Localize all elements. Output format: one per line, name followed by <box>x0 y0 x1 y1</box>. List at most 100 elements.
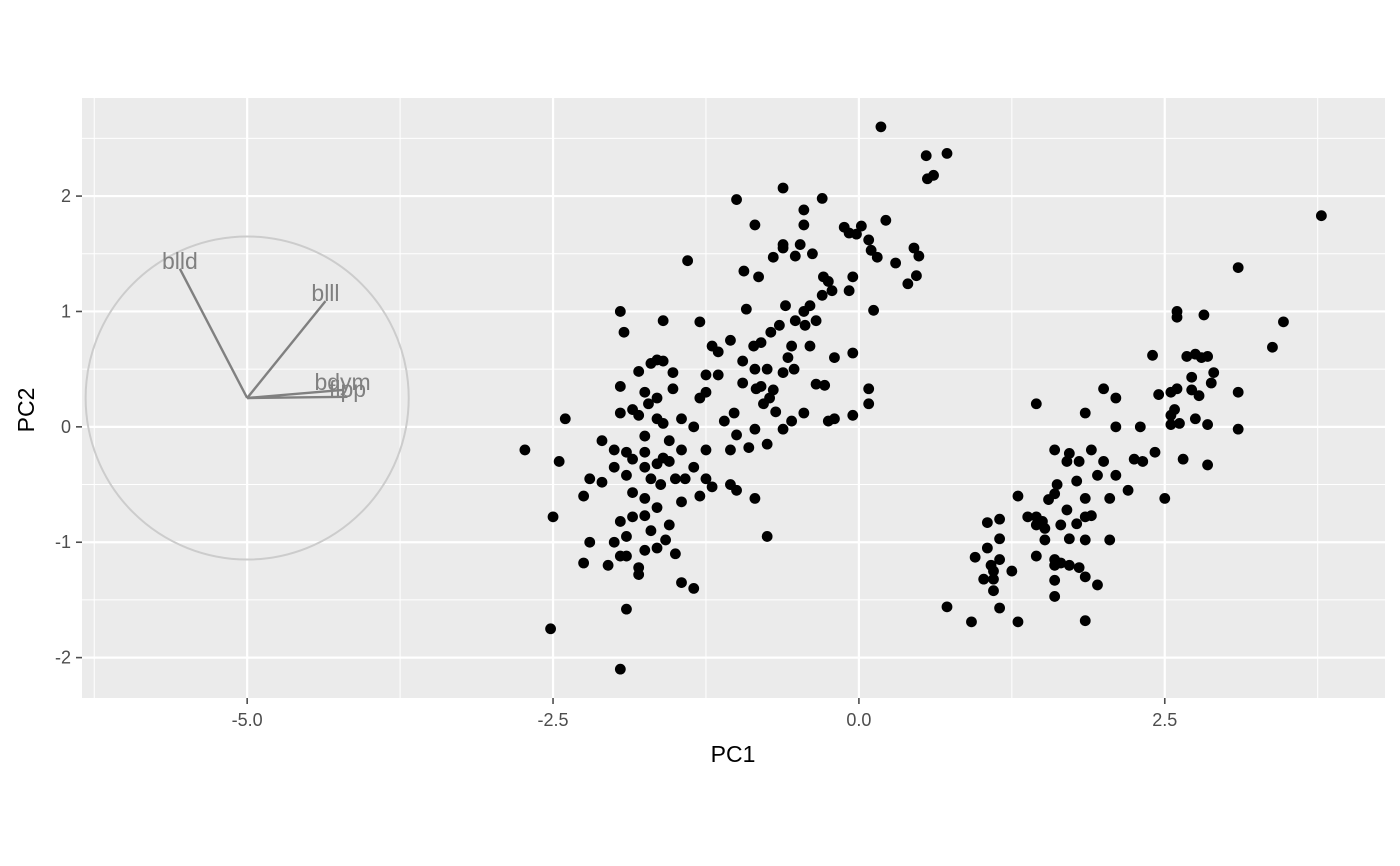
data-point <box>1134 421 1146 433</box>
data-point <box>1049 559 1061 571</box>
data-point <box>981 517 993 529</box>
data-point <box>1051 479 1063 490</box>
data-point <box>1079 407 1091 419</box>
data-point <box>667 383 679 395</box>
data-point <box>1186 371 1198 383</box>
data-point <box>761 531 773 542</box>
data-point <box>584 536 596 548</box>
data-point <box>639 430 651 442</box>
data-point <box>978 573 990 585</box>
data-point <box>789 315 801 327</box>
data-point <box>863 234 875 246</box>
data-point <box>799 319 811 331</box>
data-point <box>911 270 922 282</box>
data-point <box>738 265 750 277</box>
data-point <box>847 271 859 283</box>
data-point <box>676 413 687 425</box>
data-point <box>1030 550 1042 562</box>
x-tick-label: -5.0 <box>232 710 263 730</box>
data-point <box>553 456 565 467</box>
data-point <box>1012 490 1024 502</box>
data-point <box>1315 210 1327 222</box>
data-point <box>826 285 838 297</box>
data-point <box>749 423 761 435</box>
data-point <box>602 559 614 571</box>
data-point <box>753 271 764 283</box>
data-point <box>1202 459 1213 471</box>
data-point <box>1232 386 1244 398</box>
data-point <box>1071 518 1083 530</box>
data-point <box>807 248 818 260</box>
data-point <box>1071 475 1083 487</box>
data-point <box>761 363 773 375</box>
data-point <box>694 490 706 502</box>
data-point <box>1110 392 1122 404</box>
data-point <box>789 250 801 262</box>
data-point <box>694 316 706 328</box>
data-point <box>988 585 999 597</box>
data-point <box>1189 413 1201 425</box>
data-point <box>1098 383 1110 395</box>
data-point <box>731 194 742 205</box>
loading-vector-flpp <box>247 395 348 400</box>
data-point <box>596 476 608 488</box>
data-point <box>908 242 920 254</box>
data-point <box>875 121 887 133</box>
data-point <box>700 473 712 485</box>
data-point <box>614 663 626 675</box>
data-point <box>545 623 556 635</box>
data-point <box>737 355 749 367</box>
data-point <box>1165 419 1177 430</box>
data-point <box>663 456 675 467</box>
data-point <box>578 490 590 502</box>
data-point <box>657 417 669 429</box>
data-point <box>1049 591 1061 602</box>
data-point <box>843 285 855 297</box>
data-point <box>614 381 626 392</box>
data-point <box>657 355 669 367</box>
data-point <box>988 573 999 585</box>
data-point <box>1079 571 1091 583</box>
data-point <box>749 492 761 504</box>
data-point <box>847 409 859 421</box>
data-point <box>614 306 626 317</box>
data-point <box>1174 417 1185 429</box>
data-point <box>737 377 749 389</box>
data-point <box>1079 534 1091 546</box>
data-point <box>890 257 902 269</box>
data-point <box>1063 559 1075 571</box>
data-point <box>871 251 883 263</box>
data-point <box>1205 377 1217 389</box>
data-point <box>657 315 669 327</box>
data-point <box>829 352 840 364</box>
data-point <box>731 484 742 496</box>
data-point <box>1186 384 1198 396</box>
data-point <box>1039 522 1051 534</box>
data-point <box>913 250 925 262</box>
data-point <box>655 479 667 490</box>
data-point <box>798 219 810 231</box>
data-point <box>1149 446 1161 458</box>
y-tick-label: -2 <box>55 648 71 668</box>
data-point <box>1030 398 1042 410</box>
data-point <box>804 340 816 352</box>
data-point <box>740 303 752 315</box>
data-point <box>743 442 755 454</box>
data-point <box>700 444 712 456</box>
data-point <box>1063 533 1075 545</box>
data-point <box>770 406 782 418</box>
data-point <box>767 251 779 263</box>
data-point <box>777 242 789 254</box>
data-point <box>643 398 654 410</box>
data-point <box>700 369 712 381</box>
data-point <box>627 404 638 415</box>
data-point <box>639 461 651 473</box>
data-point <box>863 383 875 395</box>
data-point <box>639 446 651 458</box>
data-point <box>688 421 700 433</box>
data-point <box>669 548 681 560</box>
data-point <box>1147 349 1158 361</box>
data-point <box>1079 492 1091 504</box>
data-point <box>749 363 761 375</box>
data-point <box>1110 469 1122 481</box>
